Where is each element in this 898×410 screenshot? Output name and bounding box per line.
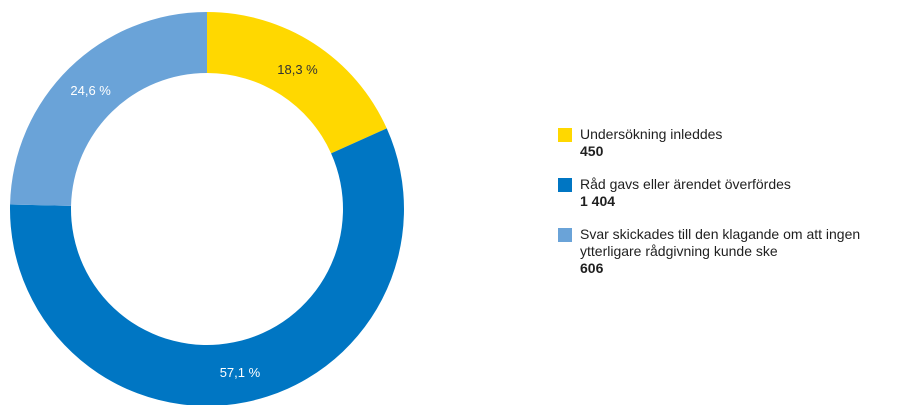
slice-percent-label-0: 18,3 % (277, 62, 318, 77)
donut-slice-2 (10, 12, 207, 206)
legend-item-undersokning: Undersökning inleddes 450 (558, 126, 888, 160)
donut-slice-0 (207, 12, 387, 154)
legend-value: 1 404 (580, 193, 616, 209)
legend-swatch-blue (558, 178, 572, 192)
donut-slice-1 (10, 128, 404, 406)
chart-legend: Undersökning inleddes 450 Råd gavs eller… (558, 126, 888, 293)
legend-swatch-yellow (558, 128, 572, 142)
legend-item-svar-skickades: Svar skickades till den klagande om att … (558, 226, 888, 277)
legend-label: Undersökning inleddes (580, 126, 723, 142)
legend-label: Svar skickades till den klagande om att … (580, 226, 861, 259)
legend-swatch-light-blue (558, 228, 572, 242)
legend-item-rad-gavs: Råd gavs eller ärendet överfördes 1 404 (558, 176, 888, 210)
slice-percent-label-2: 24,6 % (70, 83, 111, 98)
legend-value: 450 (580, 143, 604, 159)
slice-percent-label-1: 57,1 % (220, 365, 261, 380)
legend-label: Råd gavs eller ärendet överfördes (580, 176, 791, 192)
legend-value: 606 (580, 260, 604, 276)
